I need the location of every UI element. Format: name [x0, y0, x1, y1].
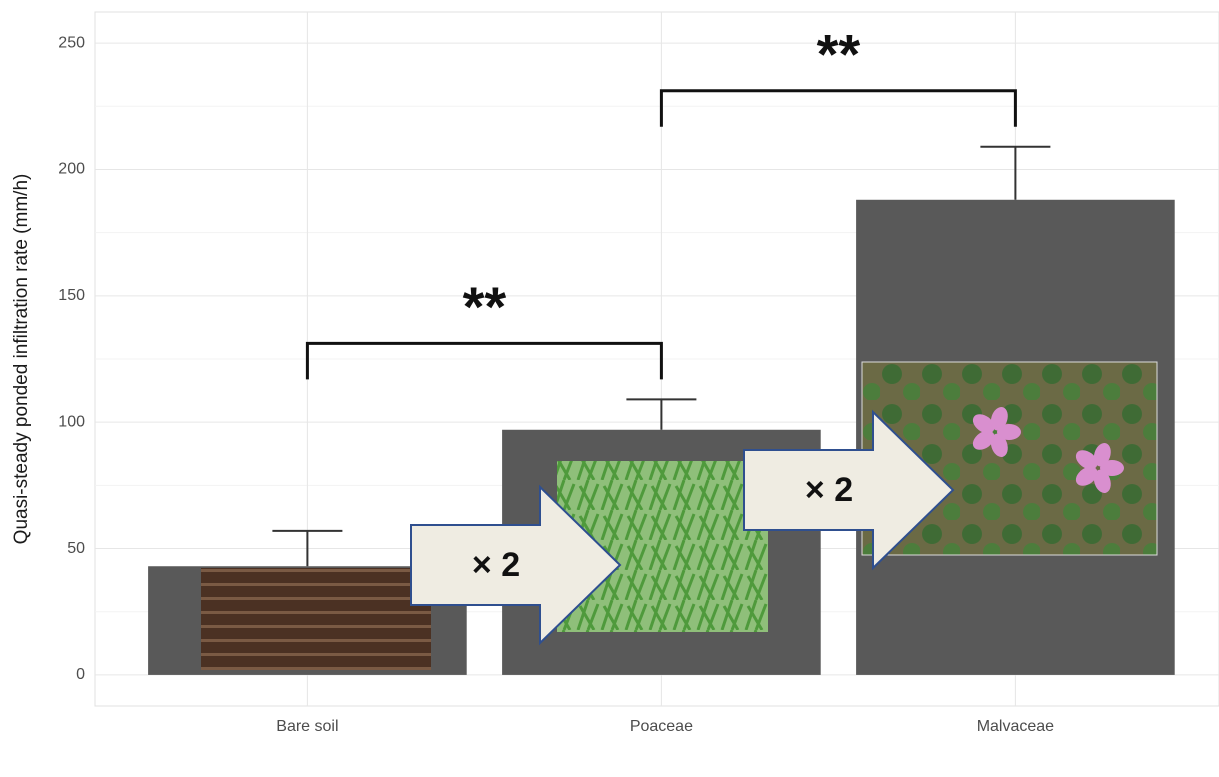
plot-area: ** ** × 2 × 2	[95, 12, 1219, 706]
ratio-label: × 2	[805, 471, 853, 509]
flower-petal	[972, 430, 995, 450]
x-tick-label: Malvaceae	[977, 718, 1054, 735]
y-tick-label: 200	[58, 161, 85, 178]
significance-label: **	[817, 23, 861, 86]
flower-petal	[997, 424, 1021, 440]
y-axis-title: Quasi-steady ponded infiltration rate (m…	[11, 174, 32, 545]
error-bar	[980, 145, 1051, 200]
y-tick-label: 0	[76, 666, 85, 683]
significance-bracket	[305, 341, 663, 380]
photo-soil	[201, 568, 431, 670]
flower-petal	[1093, 443, 1111, 467]
x-tick-label: Poaceae	[630, 718, 693, 735]
significance-bracket	[659, 89, 1017, 127]
flower-petal	[1093, 469, 1111, 493]
x-tick-label: Bare soil	[276, 718, 338, 735]
ratio-label: × 2	[472, 546, 520, 584]
significance-label: **	[463, 275, 507, 338]
flower-petal	[1100, 460, 1124, 476]
y-tick-label: 50	[67, 540, 85, 557]
flower-petal	[990, 433, 1008, 457]
ratio-arrow	[410, 484, 622, 646]
error-bar	[272, 529, 343, 567]
ratio-arrow	[743, 409, 955, 571]
y-tick-label: 250	[58, 34, 85, 51]
y-tick-label: 150	[58, 287, 85, 304]
flower-petal	[972, 414, 995, 434]
flower-petal	[1075, 450, 1098, 470]
flower-petal	[990, 407, 1008, 431]
flower-petal	[1075, 466, 1098, 486]
error-bar	[626, 398, 697, 430]
y-tick-label: 100	[58, 413, 85, 430]
